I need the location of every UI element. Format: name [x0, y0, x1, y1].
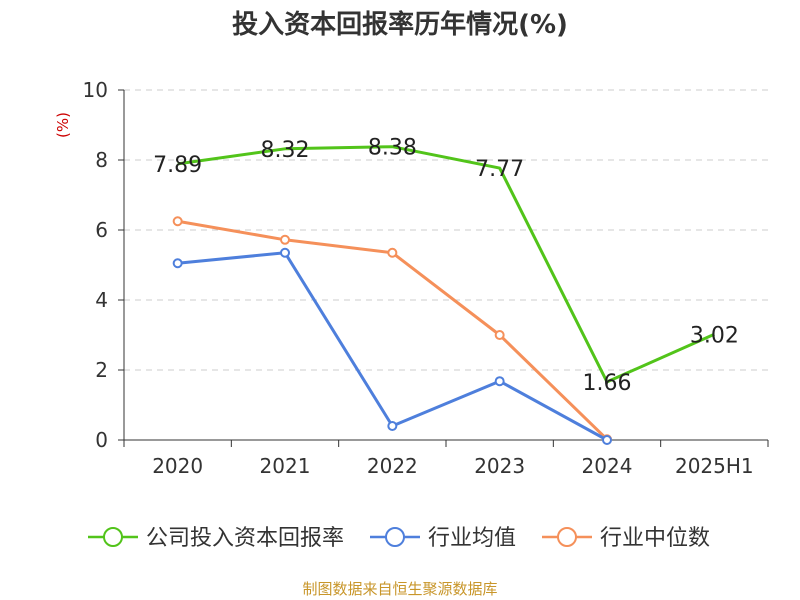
y-axis-unit-label: (%)	[54, 112, 72, 138]
data-point	[172, 216, 183, 227]
legend-marker	[557, 527, 577, 547]
series-lines	[172, 145, 715, 445]
legend-label: 行业中位数	[600, 526, 710, 551]
x-tick-label: 2020	[152, 454, 203, 478]
legend-label: 行业均值	[428, 526, 516, 551]
series-line	[177, 145, 715, 384]
chart-title: 投入资本回报率历年情况(%)	[232, 9, 568, 40]
x-tick-label: 2021	[260, 454, 311, 478]
data-point	[387, 421, 398, 431]
data-label: 1.66	[583, 371, 632, 396]
y-tick-label: 4	[95, 288, 108, 312]
data-point	[387, 247, 398, 258]
data-label: 3.02	[690, 323, 739, 348]
legend: 公司投入资本回报率 行业均值 行业中位数	[88, 526, 710, 551]
x-tick-label: 2024	[582, 454, 633, 478]
series-line	[177, 251, 608, 442]
y-tick-label: 8	[95, 148, 108, 172]
data-point	[494, 330, 505, 340]
x-tick-label: 2022	[367, 454, 418, 478]
gridlines	[124, 89, 768, 371]
data-point	[602, 435, 612, 445]
data-label: 7.77	[475, 157, 524, 182]
legend-label: 公司投入资本回报率	[146, 526, 344, 551]
x-tick-label: 2025H1	[675, 454, 754, 478]
data-point	[494, 376, 505, 387]
axes: 0 2 4 6 8 10 2020 2021 2022 2023 2024 2025H1	[83, 78, 769, 478]
data-label: 7.89	[153, 153, 202, 178]
data-point	[280, 234, 290, 245]
data-label: 8.32	[261, 138, 310, 163]
data-point	[172, 258, 183, 269]
x-tick-label: 2023	[474, 454, 525, 478]
legend-marker	[103, 527, 123, 547]
y-tick-label: 6	[95, 218, 108, 242]
y-tick-label: 10	[83, 78, 108, 102]
data-label: 8.38	[368, 136, 417, 161]
y-tick-label: 2	[95, 358, 108, 382]
y-tick-label: 0	[95, 428, 108, 452]
data-point	[280, 247, 290, 258]
legend-marker	[385, 527, 405, 547]
source-note: 制图数据来自恒生聚源数据库	[302, 580, 497, 598]
data-labels: 7.89 8.32 8.38 7.77 1.66 3.02	[153, 136, 739, 396]
